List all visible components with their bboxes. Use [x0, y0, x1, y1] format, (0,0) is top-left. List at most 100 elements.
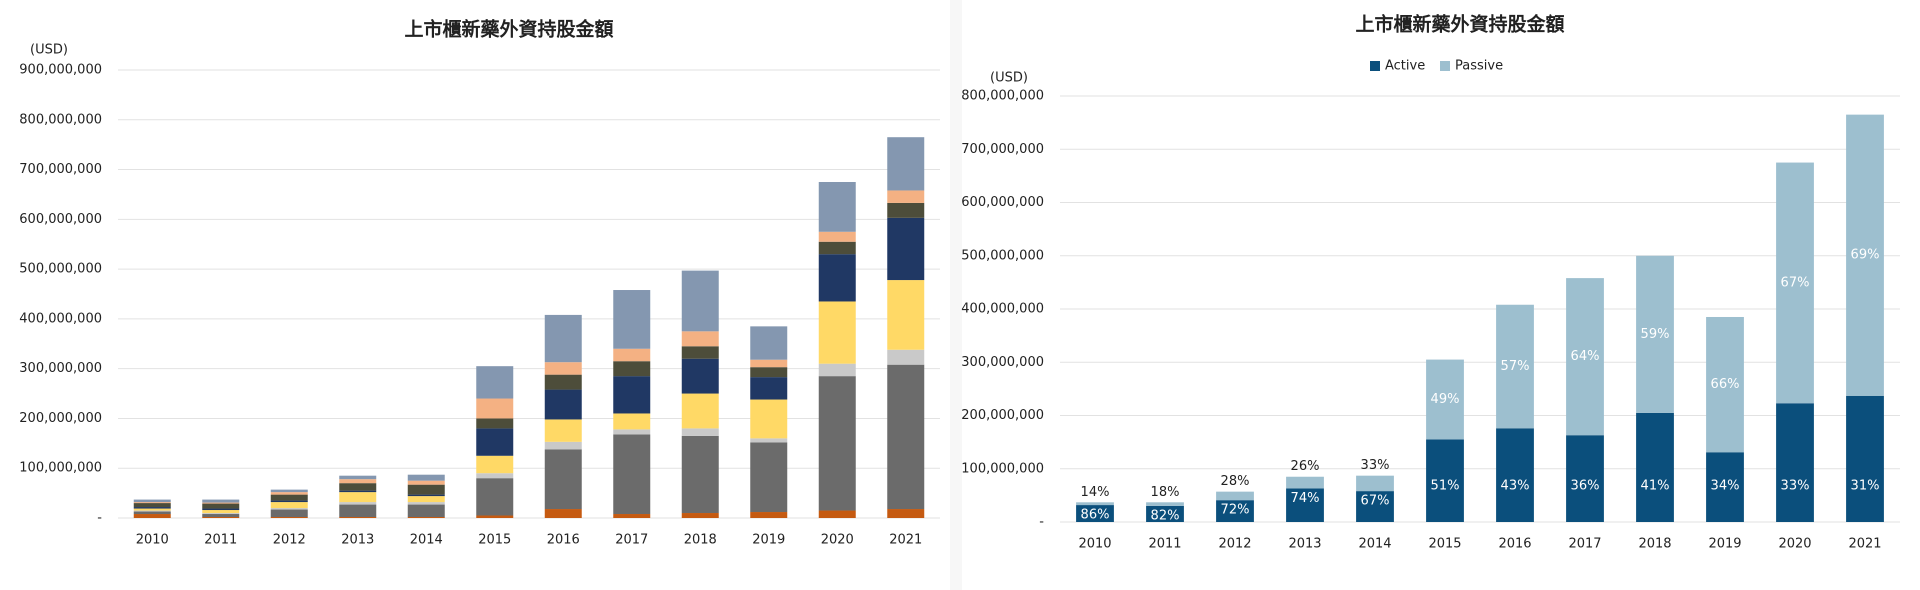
value-label: 26%: [1291, 459, 1320, 474]
bar-segment: [133, 502, 171, 504]
panel-divider: [950, 0, 962, 590]
bar-segment: [1356, 491, 1394, 522]
value-label: 18%: [1151, 485, 1180, 500]
bar-segment: [544, 449, 582, 510]
y-tick-label: 200,000,000: [961, 408, 1044, 423]
bar-segment: [1146, 505, 1184, 522]
x-tick-label: 2013: [341, 533, 374, 548]
bar-segment: [818, 231, 856, 242]
x-tick-label: 2019: [1708, 537, 1741, 552]
y-tick-label: -: [1039, 515, 1044, 530]
bar-segment: [202, 499, 240, 503]
bar-segment: [887, 137, 925, 191]
bar-segment: [681, 435, 719, 514]
bar-segment: [750, 326, 788, 360]
bar-segment: [202, 517, 240, 518]
value-label: 36%: [1571, 479, 1600, 494]
bar-segment: [887, 280, 925, 350]
x-tick-label: 2016: [547, 533, 580, 548]
bar-segment: [270, 517, 308, 518]
bar-segment: [681, 393, 719, 429]
bar-segment: [407, 502, 445, 505]
y-tick-label: 600,000,000: [19, 212, 102, 227]
bar-segment: [1636, 412, 1674, 522]
value-label: 74%: [1291, 491, 1320, 506]
y-tick-label: 200,000,000: [19, 411, 102, 426]
bar-segment: [339, 479, 377, 484]
x-tick-label: 2012: [273, 533, 306, 548]
value-label: 33%: [1361, 458, 1390, 473]
chart-title: 上市櫃新藥外資持股金額: [1355, 13, 1564, 36]
bar-segment: [133, 508, 171, 511]
bar-segment: [818, 363, 856, 377]
bar-segment: [1356, 475, 1394, 492]
legend-swatch: [1370, 61, 1380, 71]
bar-segment: [1846, 395, 1884, 522]
x-tick-label: 2014: [1358, 537, 1391, 552]
bar-segment: [202, 514, 240, 518]
bar-segment: [270, 500, 308, 503]
bar-segment: [1496, 428, 1534, 522]
y-tick-label: 300,000,000: [961, 355, 1044, 370]
y-tick-label: 800,000,000: [961, 89, 1044, 104]
value-label: 66%: [1711, 377, 1740, 392]
y-tick-label: 400,000,000: [19, 311, 102, 326]
value-label: 64%: [1571, 349, 1600, 364]
bar-segment: [407, 480, 445, 485]
x-tick-label: 2018: [684, 533, 717, 548]
value-label: 67%: [1781, 275, 1810, 290]
bar-segment: [202, 508, 240, 511]
x-tick-label: 2021: [889, 533, 922, 548]
value-label: 49%: [1431, 392, 1460, 407]
x-tick-label: 2018: [1638, 537, 1671, 552]
bar-segment: [202, 513, 240, 515]
bar-segment: [339, 492, 377, 503]
value-label: 33%: [1781, 479, 1810, 494]
y-axis-label: (USD): [990, 71, 1028, 86]
value-label: 69%: [1851, 248, 1880, 263]
bar-segment: [407, 494, 445, 497]
bar-segment: [818, 301, 856, 364]
bar-segment: [544, 374, 582, 390]
bar-segment: [407, 484, 445, 495]
x-tick-label: 2020: [821, 533, 854, 548]
bar-segment: [202, 503, 240, 509]
bar-segment: [887, 364, 925, 510]
bar-segment: [750, 442, 788, 513]
y-tick-label: 400,000,000: [961, 302, 1044, 317]
bar-segment: [476, 473, 514, 479]
legend-label: Active: [1385, 59, 1425, 74]
bar-segment: [887, 217, 925, 281]
legend-swatch: [1440, 61, 1450, 71]
bar-segment: [407, 474, 445, 481]
chart-title: 上市櫃新藥外資持股金額: [404, 18, 613, 41]
bar-segment: [202, 502, 240, 504]
bar-segment: [270, 508, 308, 510]
y-tick-label: 700,000,000: [961, 142, 1044, 157]
x-tick-label: 2015: [1428, 537, 1461, 552]
bar-segment: [887, 190, 925, 203]
bar-segment: [476, 478, 514, 516]
bar-segment: [1636, 255, 1674, 413]
bar-segment: [270, 494, 308, 501]
x-tick-label: 2011: [204, 533, 237, 548]
bar-segment: [1426, 439, 1464, 522]
bar-segment: [750, 367, 788, 378]
value-label: 31%: [1851, 479, 1880, 494]
bar-segment: [1146, 502, 1184, 506]
bar-segment: [476, 515, 514, 518]
x-tick-label: 2017: [615, 533, 648, 548]
bar-segment: [1216, 500, 1254, 522]
y-tick-label: 100,000,000: [961, 461, 1044, 476]
bar-segment: [1286, 488, 1324, 522]
bar-segment: [613, 290, 651, 349]
y-tick-label: 500,000,000: [19, 262, 102, 277]
y-tick-label: 900,000,000: [19, 63, 102, 78]
bar-segment: [613, 413, 651, 430]
bar-segment: [1846, 114, 1884, 396]
bar-segment: [544, 389, 582, 420]
value-label: 34%: [1711, 479, 1740, 494]
x-tick-label: 2016: [1498, 537, 1531, 552]
value-label: 41%: [1641, 479, 1670, 494]
bar-segment: [613, 429, 651, 435]
